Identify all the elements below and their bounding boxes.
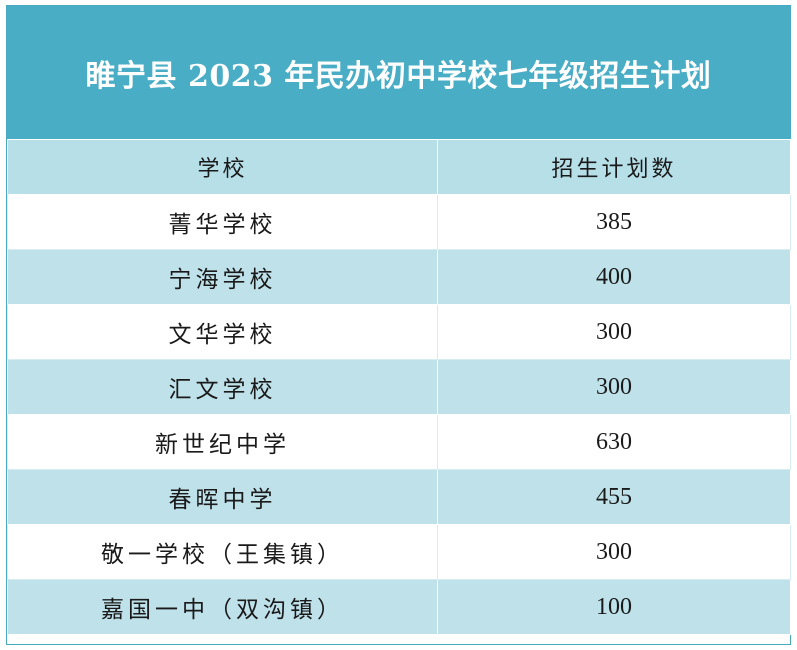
- enrollment-count: 300: [437, 359, 791, 415]
- enrollment-count: 455: [437, 469, 791, 525]
- school-name: 文华学校: [7, 304, 438, 360]
- enrollment-count: 400: [437, 249, 791, 305]
- column-header-school: 学校: [7, 139, 438, 195]
- table-row: 春晖中学 455: [7, 469, 791, 525]
- table-row: 嘉国一中（双沟镇） 100: [7, 579, 791, 635]
- enrollment-table: 学校 招生计划数 菁华学校 385 宁海学校 400 文华学校 300 汇文学校…: [7, 139, 791, 635]
- enrollment-count: 100: [437, 579, 791, 635]
- table-row: 文华学校 300: [7, 304, 791, 360]
- enrollment-count: 300: [437, 304, 791, 360]
- school-name: 春晖中学: [7, 469, 438, 525]
- school-name: 菁华学校: [7, 194, 438, 250]
- table-row: 敬一学校（王集镇） 300: [7, 524, 791, 580]
- table-header-row: 学校 招生计划数: [7, 139, 791, 195]
- table-row: 宁海学校 400: [7, 249, 791, 305]
- column-header-count: 招生计划数: [437, 139, 791, 195]
- school-name: 汇文学校: [7, 359, 438, 415]
- enrollment-count: 300: [437, 524, 791, 580]
- enrollment-count: 630: [437, 414, 791, 470]
- table-title: 睢宁县 2023 年民办初中学校七年级招生计划: [85, 58, 712, 94]
- enrollment-count: 385: [437, 194, 791, 250]
- school-name: 嘉国一中（双沟镇）: [7, 579, 438, 635]
- title-banner: 睢宁县 2023 年民办初中学校七年级招生计划: [7, 6, 790, 139]
- school-name: 新世纪中学: [7, 414, 438, 470]
- enrollment-table-card: 睢宁县 2023 年民办初中学校七年级招生计划 学校 招生计划数 菁华学校 38…: [6, 5, 791, 645]
- table-row: 菁华学校 385: [7, 194, 791, 250]
- school-name: 敬一学校（王集镇）: [7, 524, 438, 580]
- table-row: 新世纪中学 630: [7, 414, 791, 470]
- table-row: 汇文学校 300: [7, 359, 791, 415]
- school-name: 宁海学校: [7, 249, 438, 305]
